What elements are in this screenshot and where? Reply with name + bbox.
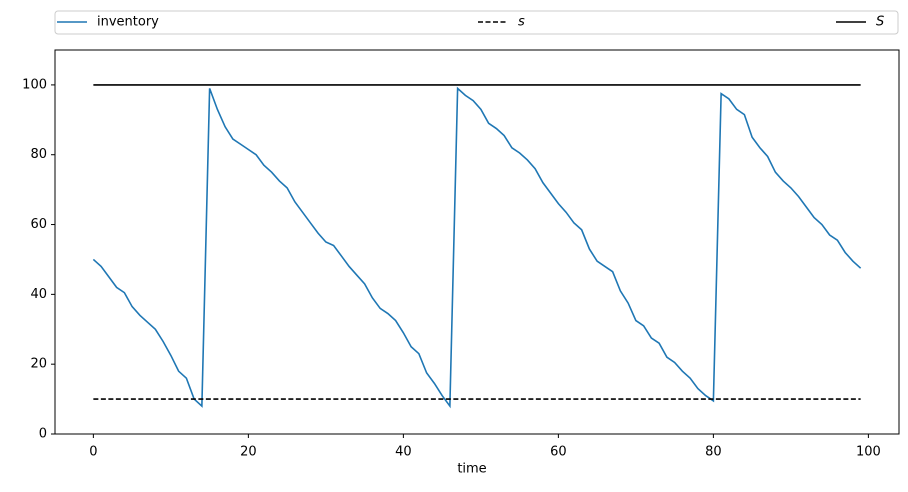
legend-label: inventory — [97, 15, 159, 30]
y-tick-label: 20 — [30, 357, 47, 372]
x-axis-label: time — [457, 462, 486, 477]
x-tick-label: 0 — [89, 445, 97, 460]
x-tick-label: 40 — [395, 445, 412, 460]
axes-frame — [54, 49, 900, 435]
y-tick-label: 40 — [30, 287, 47, 302]
y-tick-label: 80 — [30, 147, 47, 162]
x-tick-label: 20 — [240, 445, 257, 460]
y-tick-label: 100 — [22, 77, 47, 92]
y-tick-label: 0 — [39, 427, 47, 442]
x-tick-label: 80 — [705, 445, 722, 460]
series-line — [92, 86, 862, 409]
legend-label: S — [876, 15, 884, 30]
legend-box — [54, 10, 899, 35]
y-tick-label: 60 — [30, 217, 47, 232]
x-tick-label: 100 — [856, 445, 881, 460]
x-tick-label: 60 — [550, 445, 567, 460]
legend-label: s — [518, 15, 525, 30]
